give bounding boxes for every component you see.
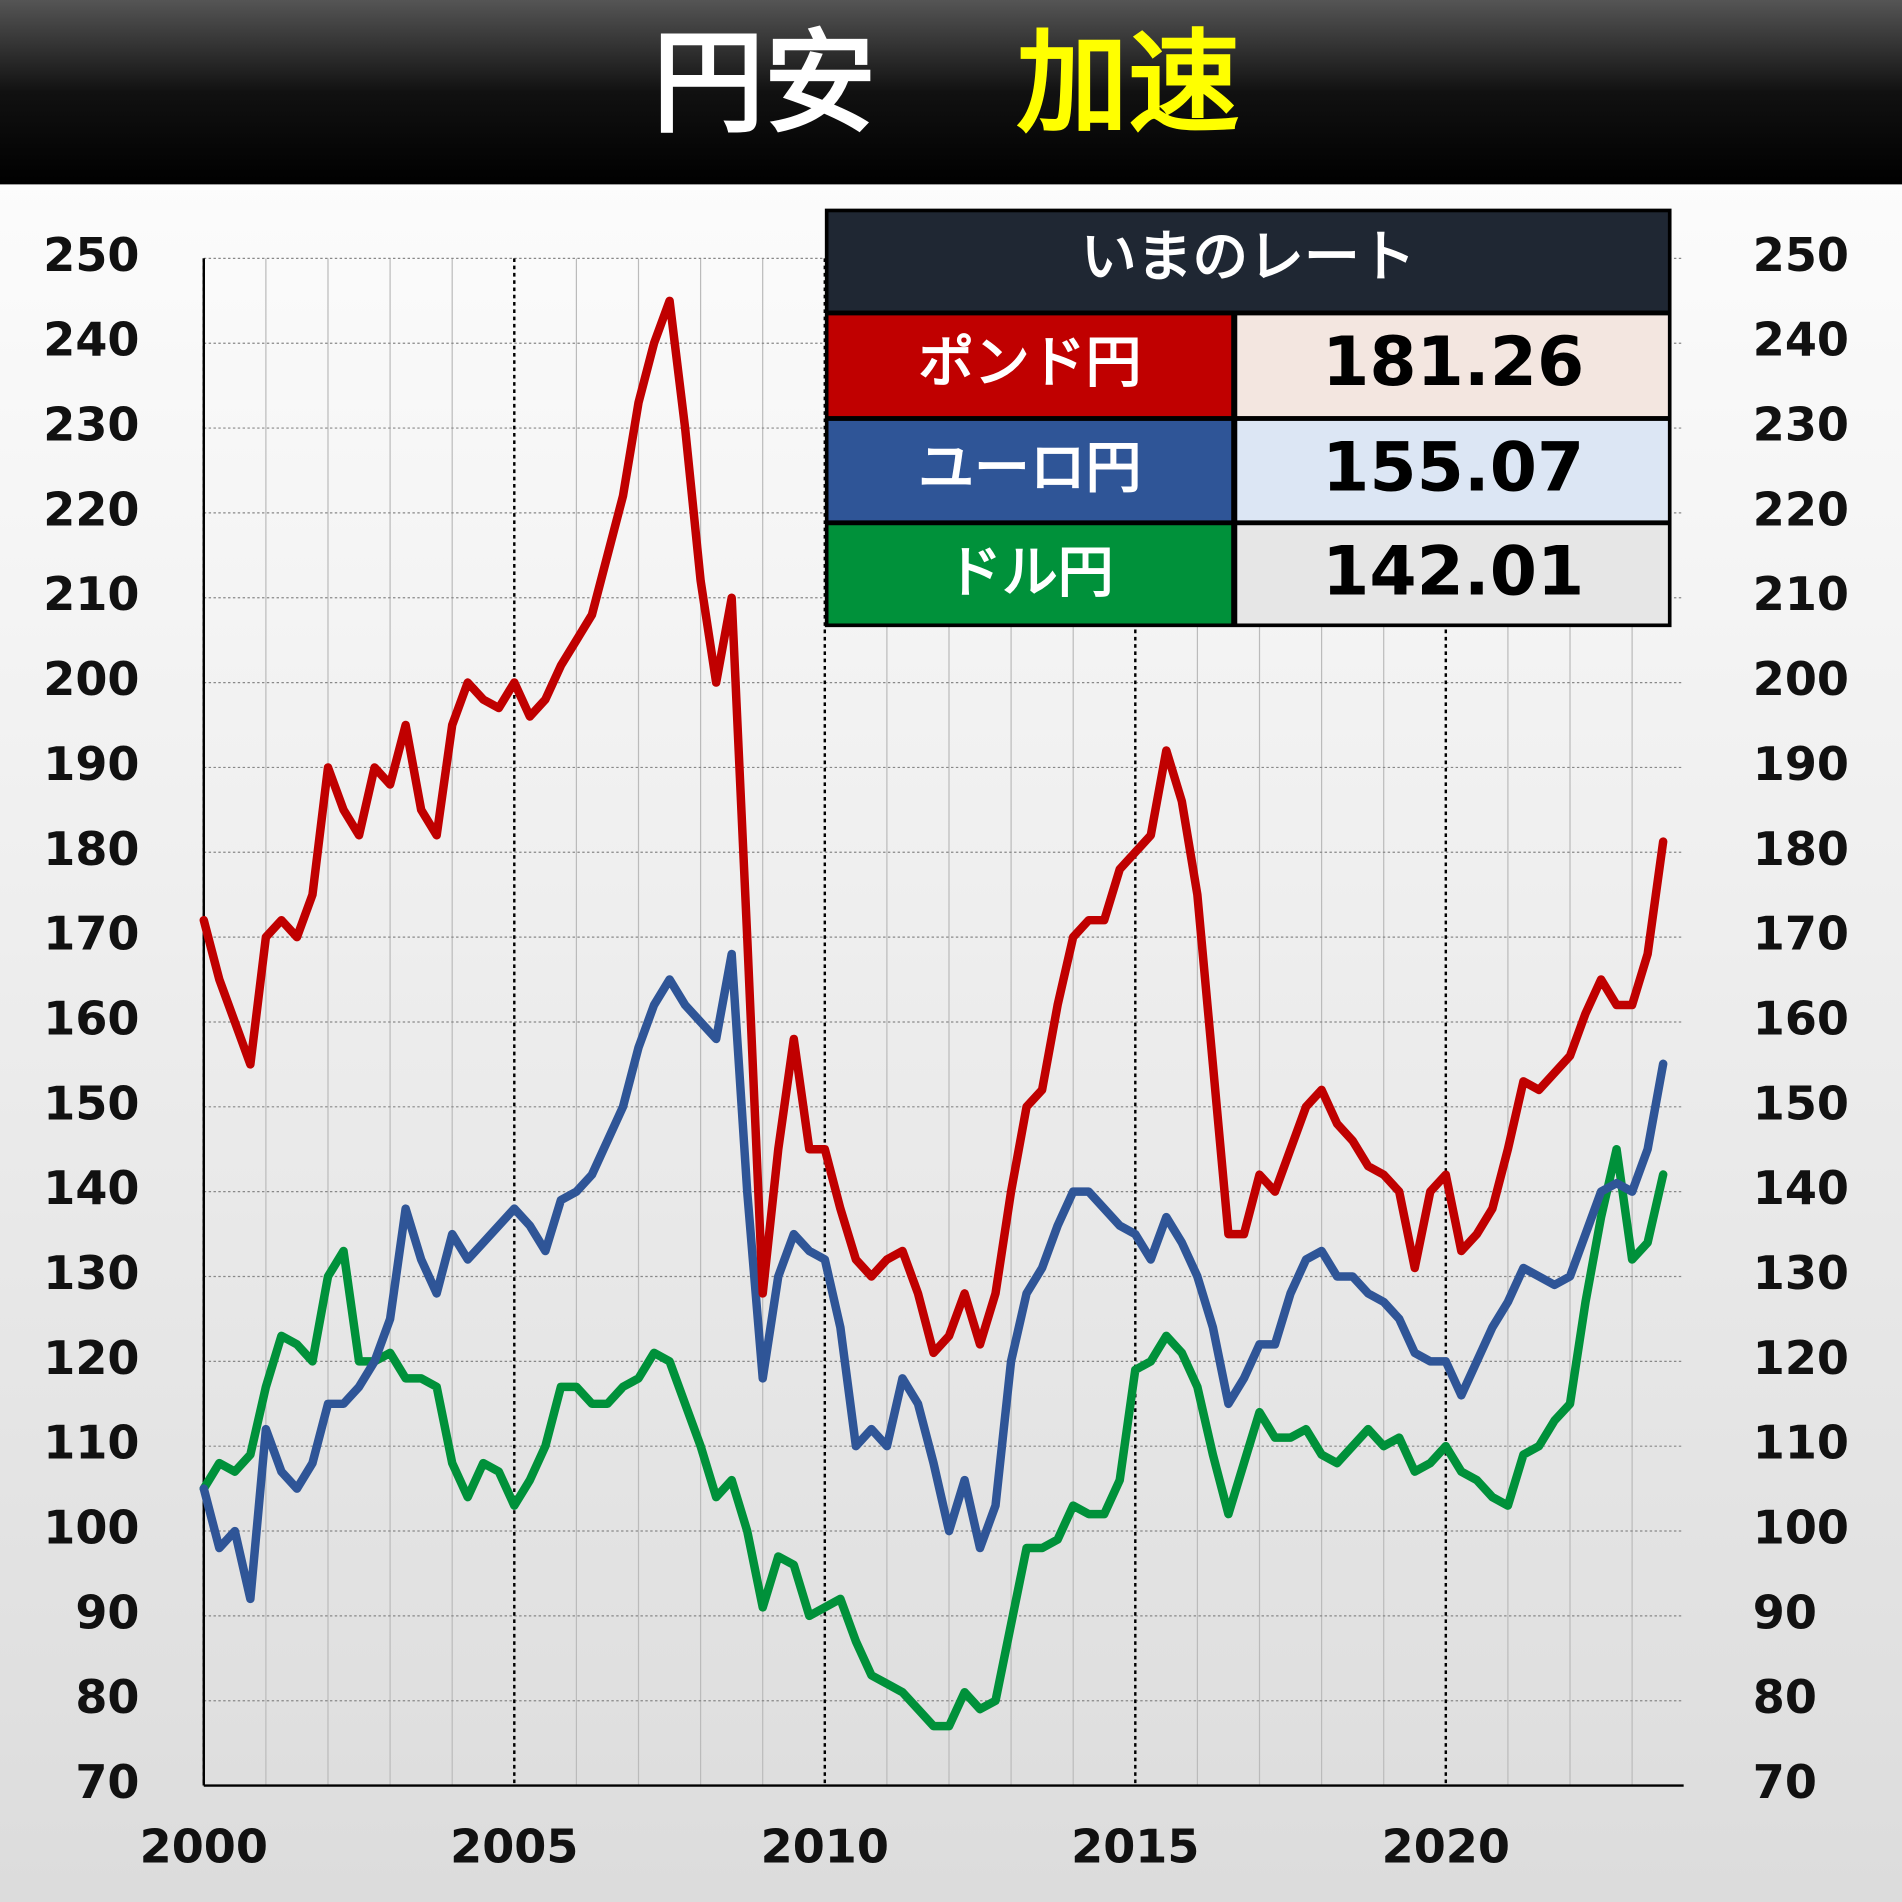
y-tick-label: 160 <box>43 991 139 1045</box>
y2-tick-label: 100 <box>1753 1501 1849 1555</box>
row-value-cell <box>1237 525 1668 624</box>
x-tick-label: 2020 <box>1382 1819 1510 1873</box>
y-tick-label: 90 <box>75 1585 139 1639</box>
y2-tick-label: 90 <box>1753 1585 1817 1639</box>
row-value-cell <box>1237 420 1668 521</box>
y-tick-label: 240 <box>43 313 139 367</box>
table-title: いまのレート <box>1081 225 1416 290</box>
y2-tick-label: 70 <box>1753 1755 1817 1809</box>
x-tick-label: 2010 <box>761 1819 889 1873</box>
y2-tick-label: 210 <box>1753 567 1849 621</box>
title-main: 円安 <box>653 19 876 149</box>
row-label: ポンド円 <box>918 330 1141 395</box>
row-label: ドル円 <box>946 540 1113 605</box>
y-tick-label: 80 <box>75 1670 139 1724</box>
y-tick-label: 210 <box>43 567 139 621</box>
y2-tick-label: 230 <box>1753 398 1849 452</box>
y2-tick-label: 150 <box>1753 1076 1849 1130</box>
y-tick-label: 190 <box>43 737 139 791</box>
row-label-cell <box>828 315 1232 417</box>
series-line <box>199 949 1668 1604</box>
y2-tick-label: 140 <box>1753 1161 1849 1215</box>
y-tick-label: 250 <box>43 228 139 282</box>
plot: 70 70 80 80 90 90 100 100 110 110 120 120 130 130 140 1… <box>43 228 1849 1873</box>
row-value: 181.26 <box>1322 323 1584 402</box>
header-band <box>0 0 1902 185</box>
row-value-cell <box>1237 315 1668 417</box>
y2-tick-label: 110 <box>1753 1416 1849 1470</box>
row-label-cell <box>828 420 1232 521</box>
title-accent: 加速 <box>1017 19 1240 149</box>
series-line <box>199 296 1668 1358</box>
y2-tick-label: 220 <box>1753 482 1849 536</box>
y-tick-label: 180 <box>43 822 139 876</box>
x-tick-label: 2015 <box>1071 1819 1199 1873</box>
y2-tick-label: 180 <box>1753 822 1849 876</box>
rate-table: いまのレート ポンド円 181.26 ユーロ円 155.07 ドル円 142.0… <box>824 208 1672 628</box>
row-value: 155.07 <box>1322 428 1584 507</box>
y2-tick-label: 130 <box>1753 1246 1849 1300</box>
y2-tick-label: 240 <box>1753 313 1849 367</box>
y-tick-label: 110 <box>43 1416 139 1470</box>
y2-tick-label: 190 <box>1753 737 1849 791</box>
x-tick-label: 2005 <box>450 1819 578 1873</box>
y2-tick-label: 250 <box>1753 228 1849 282</box>
y-tick-label: 230 <box>43 398 139 452</box>
x-tick-label: 2000 <box>140 1819 268 1873</box>
y-tick-label: 220 <box>43 482 139 536</box>
y2-tick-label: 120 <box>1753 1331 1849 1385</box>
y-tick-label: 140 <box>43 1161 139 1215</box>
y-tick-label: 70 <box>75 1755 139 1809</box>
y2-tick-label: 170 <box>1753 907 1849 961</box>
y2-tick-label: 160 <box>1753 991 1849 1045</box>
y-tick-label: 170 <box>43 907 139 961</box>
row-label: ユーロ円 <box>918 436 1141 501</box>
y-tick-label: 200 <box>43 652 139 706</box>
y-tick-label: 120 <box>43 1331 139 1385</box>
y-tick-label: 150 <box>43 1076 139 1130</box>
table-header <box>828 212 1668 311</box>
y-tick-label: 100 <box>43 1501 139 1555</box>
series-line <box>199 1144 1668 1731</box>
y2-tick-label: 200 <box>1753 652 1849 706</box>
y2-tick-label: 80 <box>1753 1670 1817 1724</box>
row-label-cell <box>828 525 1232 624</box>
y-tick-label: 130 <box>43 1246 139 1300</box>
row-value: 142.01 <box>1322 533 1584 612</box>
